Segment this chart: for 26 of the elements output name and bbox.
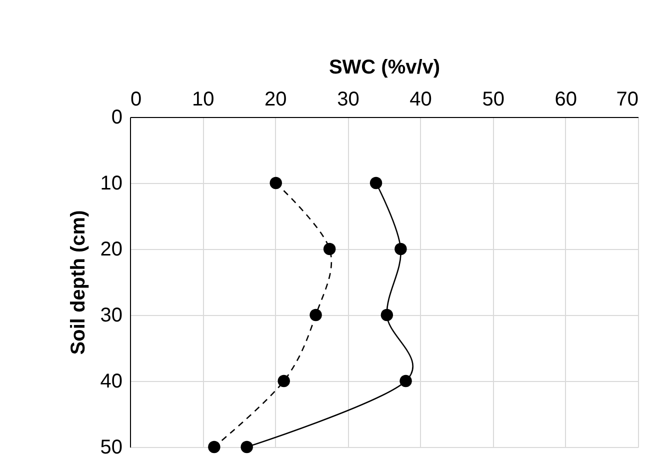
y-tick-label: 50 — [100, 436, 122, 458]
y-tick-label: 40 — [100, 370, 122, 392]
point — [394, 242, 407, 256]
point — [380, 308, 394, 322]
y-tick-label: 0 — [111, 106, 122, 128]
point — [400, 374, 412, 388]
x-tick-label: 10 — [192, 88, 214, 110]
x-axis-title: SWC (%v/v) — [328, 56, 440, 78]
y-tick-label: 30 — [100, 304, 122, 326]
point — [278, 374, 290, 388]
x-tick-label: 20 — [264, 88, 287, 110]
x-tick-label: 60 — [554, 88, 578, 110]
point — [270, 176, 282, 190]
y-tick-label: 20 — [100, 238, 122, 260]
y-axis-title: Soil depth (cm) — [67, 210, 90, 355]
point — [323, 242, 336, 256]
x-tick-label: 40 — [410, 88, 432, 110]
point — [240, 440, 253, 454]
x-tick-label: 30 — [337, 88, 360, 110]
point — [310, 308, 322, 322]
x-tick-label: 50 — [482, 88, 504, 110]
x-tick-label: 70 — [616, 88, 638, 110]
point — [208, 440, 220, 454]
point — [370, 176, 382, 190]
y-tick-label: 10 — [100, 172, 122, 194]
x-tick-label: 0 — [130, 88, 142, 110]
